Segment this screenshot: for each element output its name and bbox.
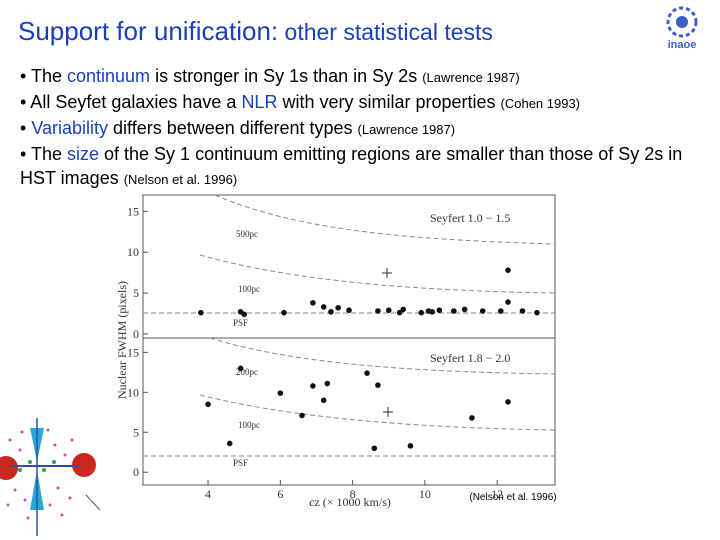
bullet-list: • The continuum is stronger in Sy 1s tha… (20, 64, 710, 192)
text: • The (20, 66, 67, 86)
text: • (20, 118, 32, 138)
data-point (400, 306, 407, 313)
data-point (505, 267, 511, 273)
data-point (281, 309, 287, 316)
data-point (451, 308, 457, 314)
model-curve (199, 254, 556, 294)
data-point (371, 445, 378, 452)
data-point (407, 443, 414, 449)
text: of the Sy 1 continuum emitting regions a… (20, 144, 688, 188)
text: is stronger in Sy 1s than in Sy 2s (150, 66, 423, 86)
data-point (505, 399, 511, 405)
highlight: size (67, 144, 100, 164)
data-point (346, 307, 352, 314)
citation: (Lawrence 1987) (357, 122, 456, 137)
curve-label: 100pc (238, 420, 260, 430)
data-point (479, 308, 486, 314)
highlight: continuum (67, 66, 151, 86)
citation: (Cohen 1993) (500, 96, 581, 111)
y-tick-label: 0 (133, 327, 139, 341)
panel-label: Seyfert 1.8 − 2.0 (430, 351, 510, 365)
data-point (198, 309, 204, 316)
data-point (320, 304, 327, 310)
data-point (237, 365, 244, 372)
x-tick-label: 6 (277, 487, 283, 501)
model-curve (199, 394, 556, 431)
data-point (505, 299, 511, 305)
caption: (Nelson et al. 1996) (469, 492, 556, 503)
y-tick-label: 10 (127, 245, 139, 259)
data-point (385, 307, 392, 314)
y-tick-label: 10 (127, 385, 139, 399)
curve-label: PSF (233, 318, 248, 328)
data-point (320, 397, 327, 404)
y-axis-label: Nuclear FWHM (pixels) (115, 281, 129, 399)
data-point (461, 306, 468, 313)
bullet: • Variability differs between different … (20, 116, 710, 142)
text: with very similar properties (277, 92, 501, 112)
text: • All Seyfet galaxies have a (20, 92, 242, 112)
curve-label: 100pc (238, 284, 260, 294)
data-point (299, 412, 305, 419)
y-tick-label: 0 (133, 465, 139, 479)
curve-label: 200pc (236, 367, 258, 377)
data-point (310, 383, 316, 389)
data-point (277, 390, 284, 396)
x-tick-label: 8 (350, 487, 356, 501)
curve-label: PSF (233, 458, 248, 468)
y-tick-label: 15 (127, 204, 139, 218)
data-point (241, 311, 247, 318)
highlight: NLR (241, 92, 278, 112)
text: • The (20, 144, 67, 164)
logo: inaoe (666, 6, 698, 51)
x-axis-label: cz (× 1000 km/s) (309, 495, 391, 509)
data-point (396, 309, 403, 316)
bullet: • The continuum is stronger in Sy 1s tha… (20, 64, 710, 90)
data-point (324, 380, 331, 387)
highlight: Variability (31, 118, 109, 138)
bullet: • The size of the Sy 1 continuum emittin… (20, 142, 710, 192)
y-tick-label: 5 (133, 286, 139, 300)
data-point (335, 304, 341, 311)
y-tick-label: 15 (127, 345, 139, 359)
data-point (328, 309, 334, 315)
curve-label: 500pc (236, 229, 258, 239)
data-point (375, 308, 381, 314)
data-point (497, 308, 504, 314)
bullet: • All Seyfet galaxies have a NLR with ve… (20, 90, 710, 116)
data-point (310, 300, 316, 306)
logo-text: inaoe (668, 39, 697, 51)
data-point (364, 370, 370, 376)
x-tick-label: 4 (205, 487, 211, 501)
data-point (429, 309, 435, 315)
data-point (375, 382, 381, 388)
y-tick-label: 5 (133, 425, 139, 439)
x-tick-label: 12 (491, 487, 503, 501)
data-point (436, 307, 443, 314)
agn-sketch (0, 418, 101, 536)
citation: (Lawrence 1987) (422, 70, 520, 85)
model-curve (209, 337, 556, 375)
title-rest: other statistical tests (278, 19, 493, 45)
data-point (519, 308, 526, 314)
x-tick-label: 10 (419, 487, 431, 501)
data-point (205, 401, 211, 408)
panel-label: Seyfert 1.0 − 1.5 (430, 211, 510, 225)
text: differs between different types (108, 118, 358, 138)
figure-frame (142, 194, 556, 486)
data-point (534, 309, 540, 316)
model-curve (214, 194, 556, 245)
data-point (418, 309, 425, 316)
citation: (Nelson et al. 1996) (123, 172, 238, 187)
data-point (226, 440, 233, 447)
title: Support for unification: other statistic… (18, 16, 493, 47)
data-point (469, 415, 475, 421)
title-main: Support for unification: (18, 16, 279, 46)
